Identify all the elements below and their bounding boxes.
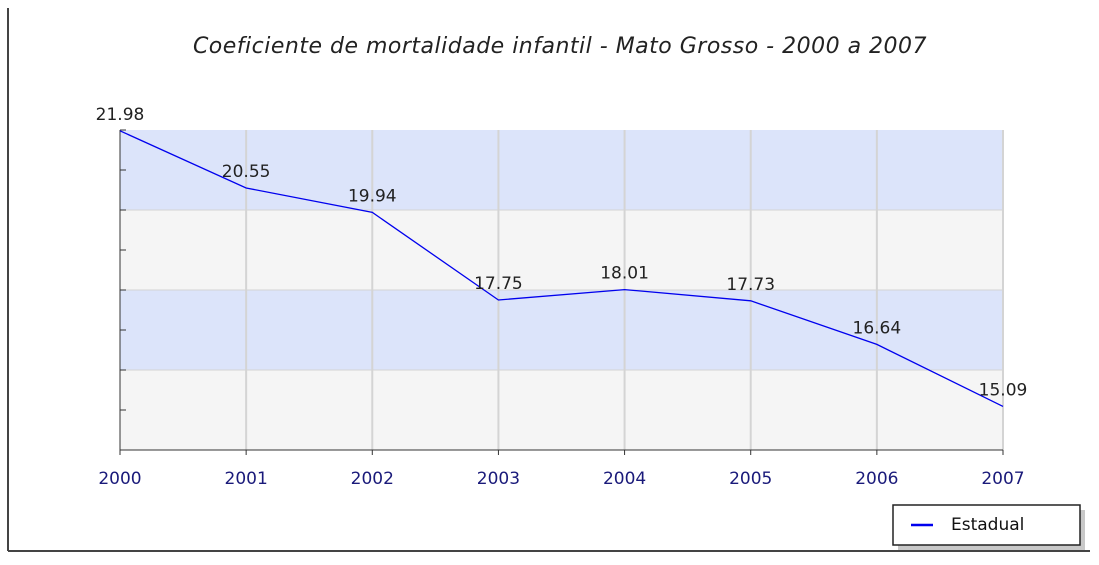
x-tick-label: 2000 [98, 469, 141, 489]
data-label: 18.01 [600, 264, 649, 284]
data-label: 20.55 [222, 162, 271, 182]
data-label: 21.98 [96, 105, 145, 125]
legend-label: Estadual [951, 515, 1024, 535]
series-line [119, 130, 1004, 407]
data-label: 19.94 [348, 186, 397, 206]
x-tick-label: 2001 [225, 469, 268, 489]
x-tick-label: 2005 [729, 469, 772, 489]
data-label: 16.64 [853, 318, 902, 338]
x-tick-label: 2002 [351, 469, 394, 489]
chart-title: Coeficiente de mortalidade infantil - Ma… [192, 34, 928, 59]
data-label: 17.75 [474, 274, 523, 294]
data-label: 17.73 [726, 275, 775, 295]
grid-band [120, 130, 1003, 210]
x-tick-label: 2006 [855, 469, 898, 489]
x-tick-label: 2004 [603, 469, 646, 489]
grid-band [120, 370, 1003, 450]
grid-band [120, 210, 1003, 290]
legend-box [892, 504, 1081, 546]
x-tick-label: 2007 [981, 469, 1024, 489]
x-tick-label: 2003 [477, 469, 520, 489]
data-label: 15.09 [979, 380, 1028, 400]
grid-band [120, 290, 1003, 370]
